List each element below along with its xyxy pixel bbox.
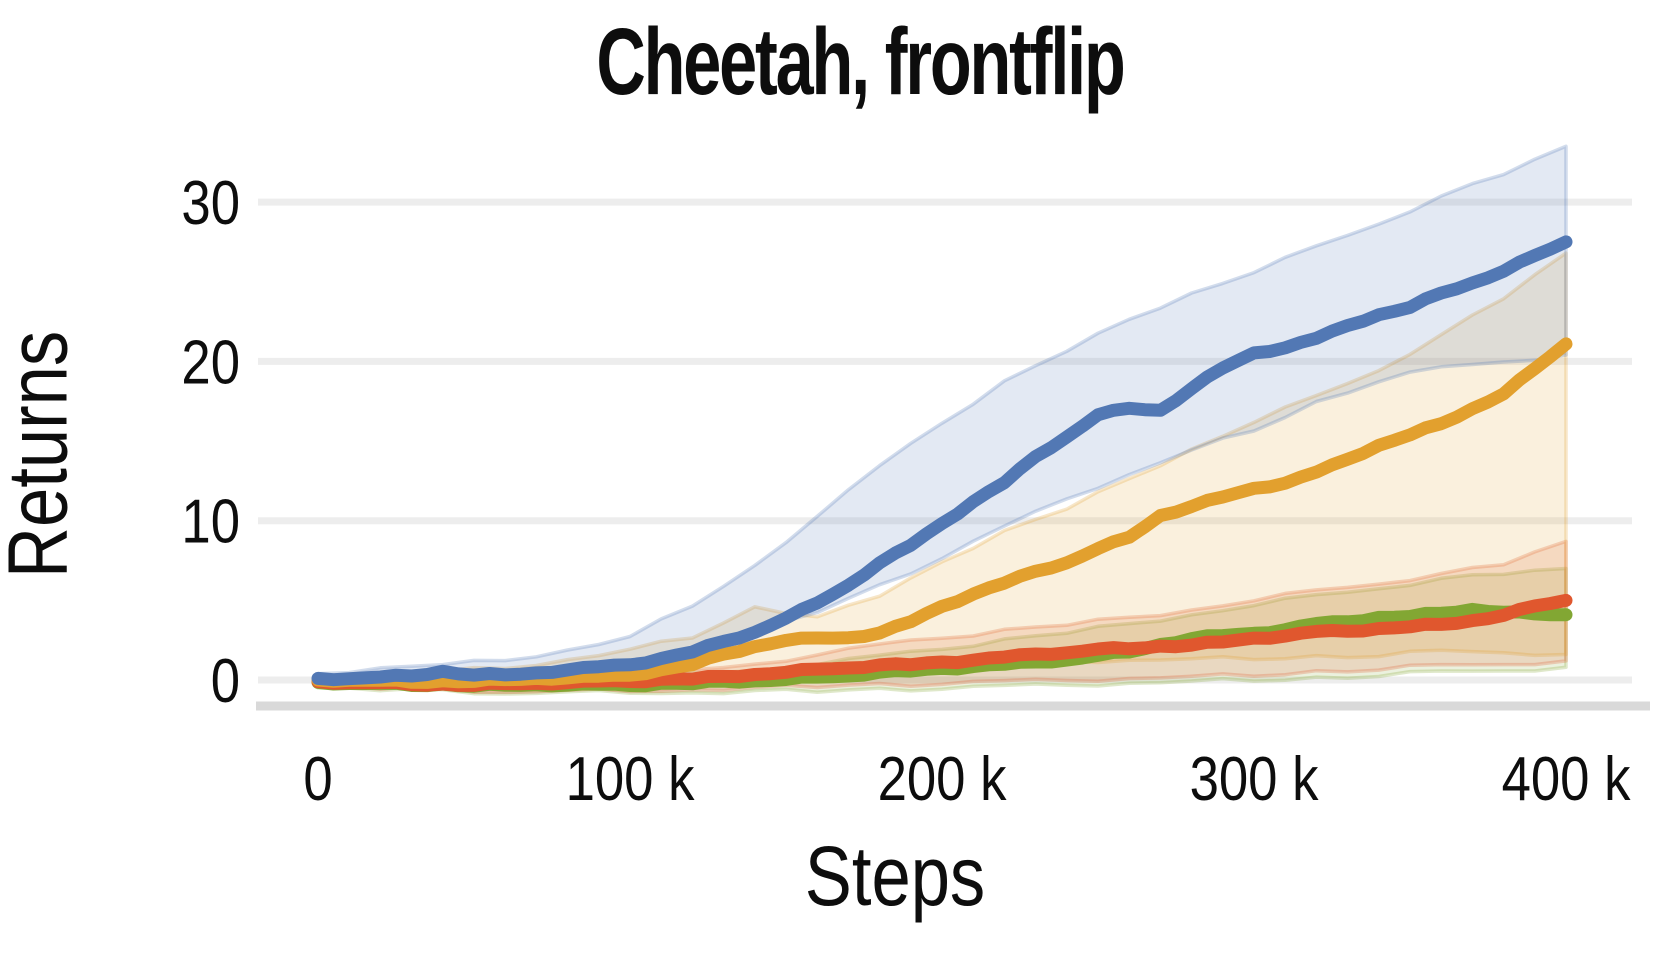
y-tick-20: 20 — [181, 328, 240, 397]
x-tick-labels: 0 100 k 200 k 300 k 400 k — [303, 745, 1630, 814]
x-axis-label: Steps — [788, 828, 1003, 925]
y-tick-labels: 30 20 10 0 — [181, 169, 240, 716]
x-tick-200k: 200 k — [878, 745, 1007, 814]
x-tick-300k: 300 k — [1190, 745, 1319, 814]
mean-line-blue — [311, 235, 1573, 687]
y-axis-label: Returns — [0, 285, 87, 625]
band-red — [316, 539, 1568, 695]
y-tick-10: 10 — [181, 488, 240, 557]
x-tick-100k: 100 k — [566, 745, 695, 814]
chart-title: Cheetah, frontflip — [494, 8, 1226, 117]
y-axis-label-text: Returns — [0, 330, 85, 579]
x-tick-0: 0 — [303, 745, 332, 814]
y-tick-30: 30 — [181, 169, 240, 238]
x-tick-400k: 400 k — [1502, 745, 1631, 814]
mean-lines-layer — [311, 235, 1573, 693]
y-tick-0: 0 — [211, 647, 240, 716]
chart-title-text: Cheetah, frontflip — [596, 9, 1125, 115]
x-axis-label-text: Steps — [804, 829, 986, 923]
